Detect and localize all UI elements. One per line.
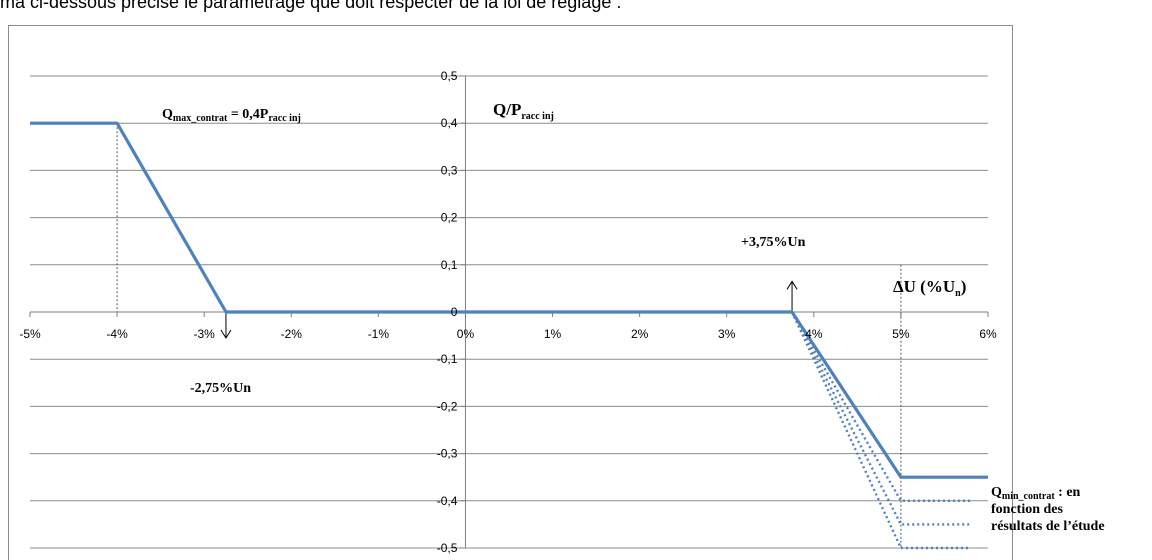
x-tick-label: 3% (718, 327, 736, 341)
series-line-dotted (790, 311, 971, 550)
qmin-tail: : en (1055, 485, 1081, 500)
x-tick-label: 2% (631, 327, 649, 341)
qmax-tail: = 0,4P (227, 107, 268, 122)
y-tick-label: 0 (451, 305, 458, 319)
x-tick-label: 1% (544, 327, 562, 341)
annotation-qmin-line2: fonction des (991, 502, 1064, 517)
qmin-sub: min_contrat (1002, 491, 1055, 502)
chart-caption: ma ci-dessous précise le paramétrage que… (0, 0, 622, 12)
x-tick-label: 0% (457, 327, 475, 341)
annotation-qmin-line3: résultats de l’étude (991, 519, 1105, 534)
annotation-qmin: Qmin_contrat : en (991, 485, 1081, 502)
x-tick-label: -5% (19, 327, 41, 341)
annotation-x-axis: ΔU (%Un) (893, 277, 966, 299)
x-tick-label: -2% (281, 327, 303, 341)
y-tick-label: 0,1 (441, 258, 458, 272)
yaxis-sub: racc inj (521, 111, 554, 122)
arrow-head (220, 329, 232, 339)
x-tick-label: -4% (106, 327, 128, 341)
y-tick-label: 0,4 (441, 116, 458, 130)
x-tick-label: 4% (805, 327, 823, 341)
x-tick-label: 5% (892, 327, 910, 341)
annotation-minus: -2,75%Un (190, 381, 251, 396)
annotation-qmax: Qmax_contrat = 0,4Pracc inj (162, 107, 301, 124)
x-tick-label: 6% (979, 327, 997, 341)
qmax-sub2: racc inj (268, 113, 301, 124)
arrow-head (786, 280, 798, 290)
plot-frame (8, 25, 1013, 560)
y-tick-label: -0,4 (437, 494, 458, 508)
xaxis-main: ΔU (%U (893, 277, 955, 296)
series-line-dotted (790, 311, 971, 526)
series-line-main (30, 121, 988, 479)
qmax-main: Q (162, 107, 173, 122)
y-tick-label: 0,2 (441, 211, 458, 225)
qmin-main: Q (991, 485, 1002, 500)
guides (116, 123, 902, 548)
tick-labels: -5% -4% -3% -2% -1% 0% 1% 2% 3% 4% 5% 6% 0,5 0,4 0,3 0,… (19, 69, 997, 555)
y-tick-label: -0,3 (437, 447, 458, 461)
annotation-y-axis: Q/Pracc inj (493, 100, 554, 122)
annotation-plus: +3,75%Un (741, 235, 806, 250)
y-tick-label: -0,1 (437, 352, 458, 366)
xaxis-tail: ) (961, 277, 967, 296)
xaxis-sub: n (955, 288, 961, 299)
x-tick-label: -1% (368, 327, 390, 341)
yaxis-main: Q/P (493, 100, 521, 119)
x-tick-label: -3% (194, 327, 216, 341)
grid (30, 75, 988, 549)
y-tick-label: -0,5 (437, 541, 458, 555)
qmax-sub: max_contrat (173, 113, 228, 124)
y-tick-label: 0,5 (441, 69, 458, 83)
series (30, 121, 988, 550)
y-tick-label: 0,3 (441, 163, 458, 177)
y-tick-label: -0,2 (437, 399, 458, 413)
annotations: Qmax_contrat = 0,4Pracc inj Q/Pracc injΔU… (162, 100, 1105, 534)
